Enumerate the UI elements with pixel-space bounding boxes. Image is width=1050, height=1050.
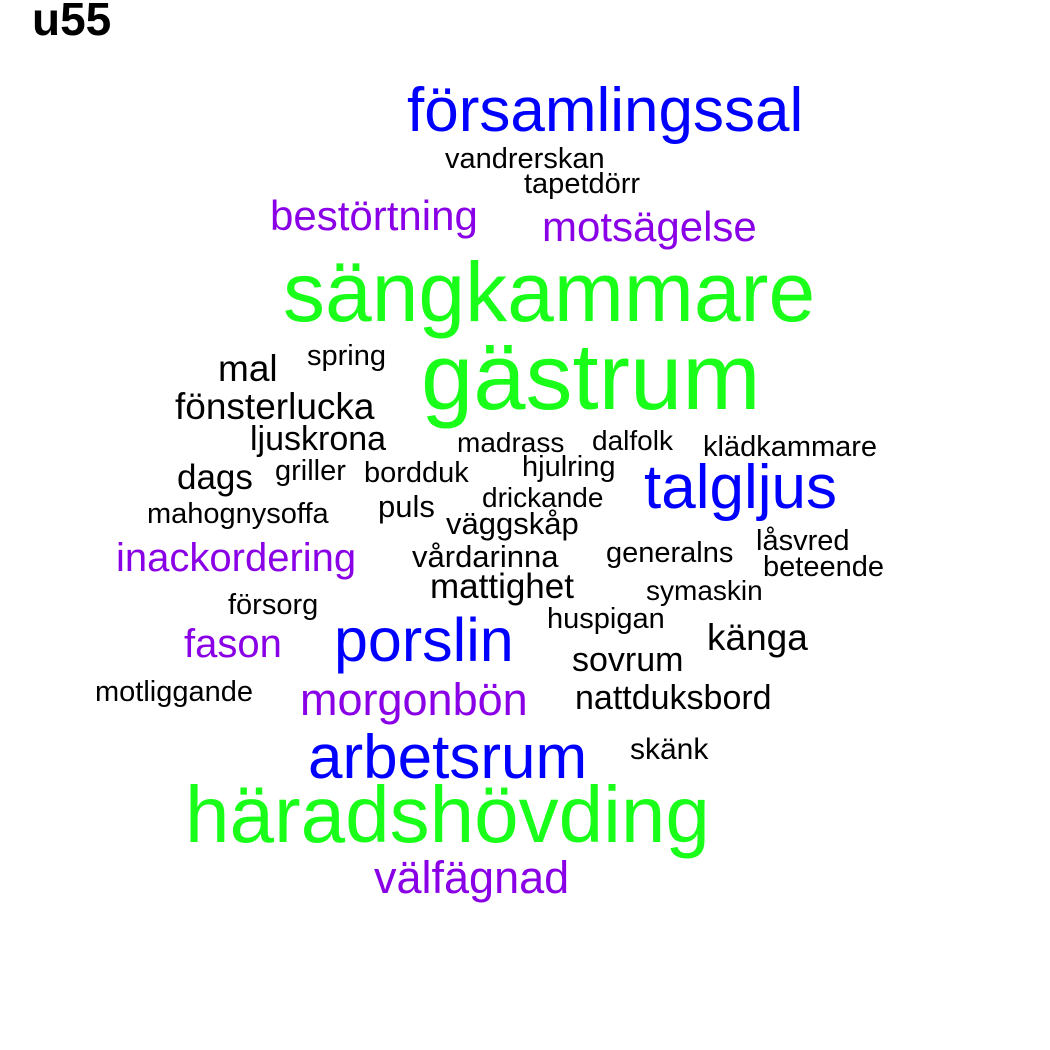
cloud-word: gästrum [421, 324, 761, 429]
cloud-word: sängkammare [283, 245, 816, 339]
cloud-word: bestörtning [270, 192, 478, 239]
cloud-word: beteende [763, 551, 884, 583]
cloud-word: mattighet [430, 567, 574, 606]
cloud-word: tapetdörr [524, 168, 641, 200]
cloud-word: låsvred [756, 525, 850, 557]
cloud-word: skänk [630, 733, 709, 766]
cloud-word: fason [184, 622, 282, 666]
cloud-word: fönsterlucka [175, 386, 375, 427]
cloud-word: porslin [334, 606, 514, 674]
cloud-word: madrass [457, 427, 565, 458]
cloud-word: sovrum [572, 641, 684, 679]
cloud-word: klädkammare [703, 431, 878, 463]
cloud-word: nattduksbord [575, 679, 772, 717]
cloud-word: väggskåp [446, 506, 579, 541]
cloud-word: spring [307, 340, 386, 372]
cloud-word: vårdarinna [412, 539, 559, 574]
cloud-word: bordduk [364, 457, 469, 489]
cloud-word: häradshövding [185, 770, 710, 859]
cloud-word: dalfolk [592, 425, 673, 456]
cloud-word: puls [378, 489, 435, 524]
cloud-word: församlingssal [407, 76, 804, 145]
cloud-word: arbetsrum [308, 723, 588, 792]
cloud-word: motliggande [95, 676, 253, 708]
cloud-word: griller [275, 455, 346, 487]
cloud-word: motsägelse [542, 203, 757, 250]
cloud-word: ljuskrona [250, 420, 387, 458]
cloud-word: hjulring [522, 451, 616, 483]
cloud-word: huspigan [547, 603, 665, 635]
cloud-word: dags [177, 458, 253, 497]
cloud-word: vandrerskan [445, 143, 605, 175]
cloud-word: generalns [606, 537, 734, 569]
cloud-word: symaskin [646, 575, 763, 606]
cloud-word: mahognysoffa [147, 498, 329, 530]
cloud-word: känga [707, 617, 808, 658]
cloud-word: morgonbön [300, 674, 528, 725]
cloud-word: välfägnad [374, 852, 570, 903]
cloud-word: inackordering [116, 536, 357, 580]
panel-label: u55 [32, 0, 112, 45]
cloud-word: drickande [482, 482, 604, 513]
cloud-word: mal [218, 348, 278, 389]
cloud-word: talgljus [644, 453, 837, 522]
cloud-word: försorg [228, 589, 319, 621]
